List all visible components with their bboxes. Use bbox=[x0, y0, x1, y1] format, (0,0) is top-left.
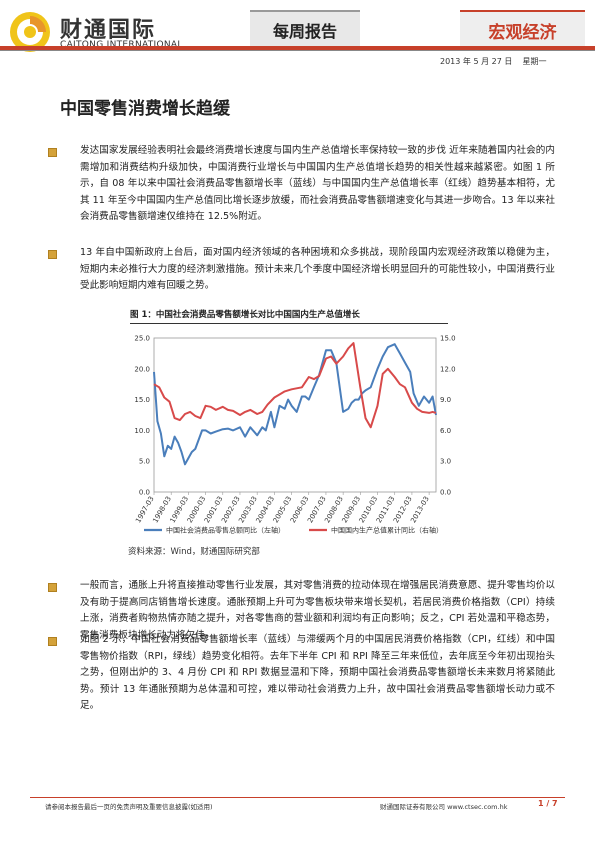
page-title: 中国零售消费增长趋缓 bbox=[60, 99, 230, 119]
footer-company: 财通国际证券有限公司 www.ctsec.com.hk bbox=[380, 803, 508, 811]
bullet-icon bbox=[48, 583, 57, 592]
header-divider bbox=[0, 46, 595, 50]
report-date: 2013 年 5 月 27 日 星期一 bbox=[440, 56, 547, 67]
series-line-1 bbox=[153, 343, 437, 466]
logo-icon bbox=[10, 12, 50, 52]
plot-area bbox=[153, 337, 437, 493]
footer-divider bbox=[30, 797, 565, 798]
paragraph-2: 13 年自中国新政府上台后，面对国内经济领域的各种困境和众多挑战，现阶段国内宏观… bbox=[80, 247, 555, 291]
legend-label-1: 中国社会消费品零售总额同比（左轴） bbox=[166, 526, 285, 535]
y-right-tick-label: 15.0 bbox=[440, 335, 456, 343]
header-divider-thin bbox=[0, 50, 595, 51]
line-chart: 0.0 5.0 10.0 15.0 20.0 25.0 0.0 3.0 6.0 9.0 12.0 15… bbox=[134, 335, 456, 535]
y-right-tick-label: 3.0 bbox=[440, 458, 451, 466]
y-right-tick-label: 12.0 bbox=[440, 365, 456, 373]
date-text: 2013 年 5 月 27 日 bbox=[440, 57, 513, 66]
paragraph-1: 发达国家发展经验表明社会最终消费增长速度与国内生产总值增长率保持较一致的步伐 近… bbox=[80, 145, 555, 222]
y-left-tick-label: 25.0 bbox=[134, 335, 150, 343]
footer-disclaimer: 请参阅本报告最后一页的免责声明及重要信息披露(如适用) bbox=[45, 803, 213, 811]
paragraph-4: 如图 2 示，中国社会消费品零售额增长率（蓝线）与滞缓两个月的中国居民消费价格指… bbox=[80, 634, 555, 711]
logo-text-en: CAITONG INTERNATIONAL bbox=[60, 40, 183, 50]
y-left-tick-label: 10.0 bbox=[134, 427, 150, 435]
logo-text-cn: 财通国际 bbox=[60, 18, 157, 43]
figure-source: 资料来源：Wind，财通国际研究部 bbox=[128, 547, 260, 557]
weekday-text: 星期一 bbox=[522, 57, 547, 66]
page-number: 1 / 7 bbox=[538, 799, 558, 808]
bullet-icon bbox=[48, 250, 57, 259]
paragraph-3: 一般而言，通胀上升将直接推动零售行业发展，其对零售消费的拉动体现在增强居民消费意… bbox=[80, 580, 555, 641]
bullet-icon bbox=[48, 637, 57, 646]
y-right-tick-label: 0.0 bbox=[440, 489, 451, 497]
y-left-tick-label: 15.0 bbox=[134, 396, 150, 404]
series-line-2 bbox=[153, 342, 437, 429]
figure-title: 图 1：中国社会消费品零售额增长对比中国国内生产总值增长 bbox=[130, 308, 448, 324]
y-right-tick-label: 9.0 bbox=[440, 396, 451, 404]
y-left-tick-label: 0.0 bbox=[139, 489, 150, 497]
bullet-icon bbox=[48, 148, 57, 157]
legend-label-2: 中国国内生产总值累计同比（右轴） bbox=[331, 526, 443, 535]
report-type-label: 每周报告 bbox=[250, 10, 360, 48]
y-left-tick-label: 5.0 bbox=[139, 458, 150, 466]
y-left-tick-label: 20.0 bbox=[134, 365, 150, 373]
section-label: 宏观经济 bbox=[460, 10, 585, 48]
y-right-tick-label: 6.0 bbox=[440, 427, 451, 435]
